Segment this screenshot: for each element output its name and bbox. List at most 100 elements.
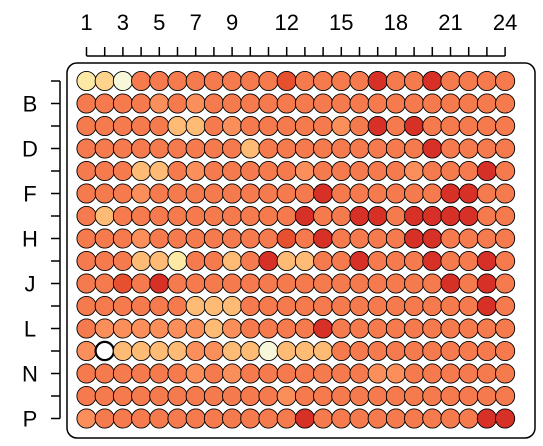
well-N7 <box>185 363 206 384</box>
well-H3 <box>112 228 133 249</box>
well-H1 <box>76 228 97 249</box>
well-F11 <box>258 183 279 204</box>
well-F7 <box>185 183 206 204</box>
well-H18 <box>385 228 406 249</box>
well-A12 <box>276 70 297 92</box>
well-D5 <box>149 138 170 159</box>
well-N22 <box>458 363 479 384</box>
well-P16 <box>349 408 370 429</box>
well-A1 <box>76 70 97 92</box>
well-G23 <box>476 205 497 227</box>
well-I1 <box>76 250 97 272</box>
well-M13 <box>294 340 315 362</box>
well-B6 <box>167 93 188 114</box>
wells <box>76 70 516 429</box>
well-F9 <box>222 183 243 204</box>
well-O10 <box>240 385 261 407</box>
well-P8 <box>203 408 224 429</box>
well-N23 <box>476 363 497 384</box>
well-L16 <box>349 318 370 339</box>
well-H9 <box>222 228 243 249</box>
well-L6 <box>167 318 188 339</box>
well-F4 <box>131 183 152 204</box>
well-M6 <box>167 340 188 362</box>
well-I21 <box>440 250 461 272</box>
well-E13 <box>294 160 315 182</box>
well-M15 <box>331 340 352 362</box>
well-L12 <box>276 318 297 339</box>
well-I13 <box>294 250 315 272</box>
well-N18 <box>385 363 406 384</box>
well-N11 <box>258 363 279 384</box>
well-L3 <box>112 318 133 339</box>
well-B20 <box>422 93 443 114</box>
well-P23 <box>476 408 497 429</box>
well-J1 <box>76 273 97 294</box>
well-M9 <box>222 340 243 362</box>
well-I15 <box>331 250 352 272</box>
well-E15 <box>331 160 352 182</box>
well-H12 <box>276 228 297 249</box>
well-D9 <box>222 138 243 159</box>
well-L17 <box>367 318 388 339</box>
well-O20 <box>422 385 443 407</box>
well-D8 <box>203 138 224 159</box>
well-F13 <box>294 183 315 204</box>
well-I24 <box>495 250 516 272</box>
well-C19 <box>404 115 425 137</box>
well-M11 <box>258 340 279 362</box>
well-J8 <box>203 273 224 294</box>
well-K14 <box>313 295 334 317</box>
well-L10 <box>240 318 261 339</box>
well-L13 <box>294 318 315 339</box>
well-M2 <box>94 340 115 362</box>
well-L7 <box>185 318 206 339</box>
well-F21 <box>440 183 461 204</box>
well-O5 <box>149 385 170 407</box>
well-A6 <box>167 70 188 92</box>
well-I5 <box>149 250 170 272</box>
well-L20 <box>422 318 443 339</box>
well-E20 <box>422 160 443 182</box>
well-A20 <box>422 70 443 92</box>
well-E12 <box>276 160 297 182</box>
well-H17 <box>367 228 388 249</box>
well-H4 <box>131 228 152 249</box>
well-L19 <box>404 318 425 339</box>
x-axis: 1 3 5 7 9 12 15 18 21 24 <box>80 10 517 57</box>
well-J11 <box>258 273 279 294</box>
well-K7 <box>185 295 206 317</box>
well-L24 <box>495 318 516 339</box>
well-N21 <box>440 363 461 384</box>
well-I2 <box>94 250 115 272</box>
well-C20 <box>422 115 443 137</box>
well-D17 <box>367 138 388 159</box>
well-G14 <box>313 205 334 227</box>
well-E1 <box>76 160 97 182</box>
well-L8 <box>203 318 224 339</box>
well-B7 <box>185 93 206 114</box>
well-C8 <box>203 115 224 137</box>
well-G10 <box>240 205 261 227</box>
well-G15 <box>331 205 352 227</box>
well-E7 <box>185 160 206 182</box>
well-G8 <box>203 205 224 227</box>
well-D19 <box>404 138 425 159</box>
well-M18 <box>385 340 406 362</box>
well-M17 <box>367 340 388 362</box>
well-C4 <box>131 115 152 137</box>
well-K13 <box>294 295 315 317</box>
well-L22 <box>458 318 479 339</box>
x-tick-label-21: 21 <box>438 10 462 35</box>
well-O14 <box>313 385 334 407</box>
well-P17 <box>367 408 388 429</box>
well-J17 <box>367 273 388 294</box>
well-B9 <box>222 93 243 114</box>
well-N15 <box>331 363 352 384</box>
well-C13 <box>294 115 315 137</box>
well-P5 <box>149 408 170 429</box>
well-O21 <box>440 385 461 407</box>
well-K20 <box>422 295 443 317</box>
well-O18 <box>385 385 406 407</box>
well-C11 <box>258 115 279 137</box>
